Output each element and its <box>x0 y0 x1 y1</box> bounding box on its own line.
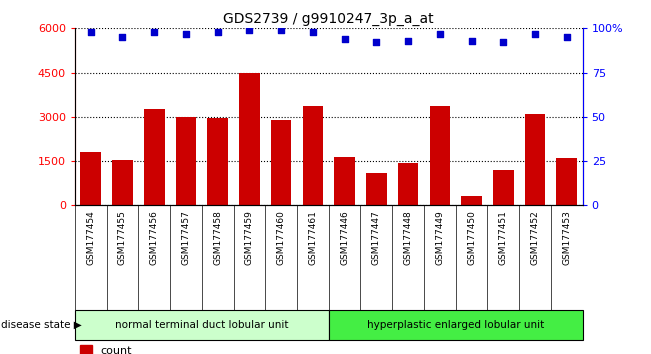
Text: normal terminal duct lobular unit: normal terminal duct lobular unit <box>115 320 288 330</box>
Point <box>149 29 159 35</box>
Text: hyperplastic enlarged lobular unit: hyperplastic enlarged lobular unit <box>367 320 544 330</box>
Text: GSM177448: GSM177448 <box>404 211 413 265</box>
Text: GSM177451: GSM177451 <box>499 211 508 266</box>
Point <box>530 31 540 36</box>
Point <box>212 29 223 35</box>
Bar <box>176 117 196 205</box>
Point <box>403 38 413 44</box>
Point <box>276 27 286 33</box>
Text: GSM177449: GSM177449 <box>436 211 445 265</box>
Text: GSM177457: GSM177457 <box>182 211 191 266</box>
Point <box>498 40 508 45</box>
Text: GSM177456: GSM177456 <box>150 211 159 266</box>
Point <box>466 38 477 44</box>
Bar <box>398 162 419 205</box>
Point <box>371 40 381 45</box>
Bar <box>335 156 355 205</box>
FancyBboxPatch shape <box>75 310 329 340</box>
Bar <box>493 170 514 205</box>
Text: GSM177460: GSM177460 <box>277 211 286 266</box>
Bar <box>462 196 482 205</box>
Bar <box>525 114 546 205</box>
Bar <box>239 73 260 205</box>
Title: GDS2739 / g9910247_3p_a_at: GDS2739 / g9910247_3p_a_at <box>223 12 434 26</box>
Point <box>308 29 318 35</box>
Text: GSM177453: GSM177453 <box>562 211 572 266</box>
Text: GSM177455: GSM177455 <box>118 211 127 266</box>
Text: GSM177452: GSM177452 <box>531 211 540 265</box>
Bar <box>271 120 292 205</box>
Bar <box>208 118 228 205</box>
Bar <box>144 109 165 205</box>
Bar <box>430 107 450 205</box>
Text: GSM177459: GSM177459 <box>245 211 254 266</box>
Point <box>117 34 128 40</box>
Bar <box>303 107 323 205</box>
Bar <box>557 158 577 205</box>
Text: GSM177447: GSM177447 <box>372 211 381 265</box>
Point <box>181 31 191 36</box>
Point <box>244 27 255 33</box>
Bar <box>81 152 101 205</box>
Text: GSM177454: GSM177454 <box>86 211 95 265</box>
Point <box>85 29 96 35</box>
Point <box>339 36 350 42</box>
FancyBboxPatch shape <box>329 310 583 340</box>
Text: GSM177450: GSM177450 <box>467 211 476 266</box>
Point <box>435 31 445 36</box>
Text: GSM177446: GSM177446 <box>340 211 349 265</box>
Text: disease state ▶: disease state ▶ <box>1 320 82 330</box>
Point <box>562 34 572 40</box>
Bar <box>366 173 387 205</box>
Bar <box>112 160 133 205</box>
Legend: count, percentile rank within the sample: count, percentile rank within the sample <box>81 346 288 354</box>
Text: GSM177461: GSM177461 <box>309 211 318 266</box>
Text: GSM177458: GSM177458 <box>213 211 222 266</box>
